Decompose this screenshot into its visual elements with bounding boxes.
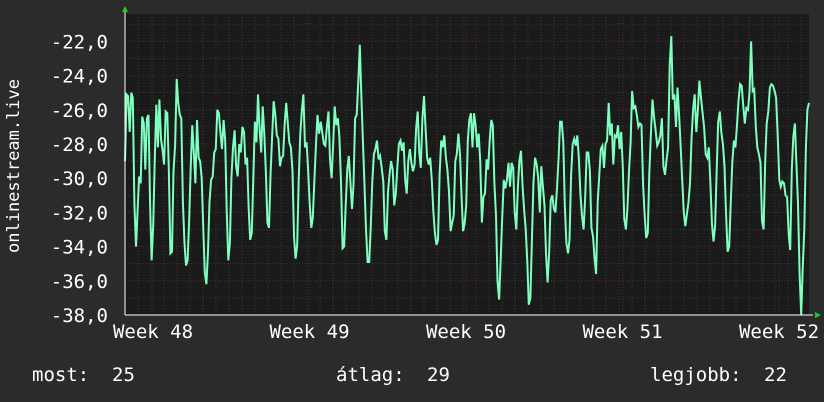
average-value: 29 [427,364,450,386]
y-axis-ticks: -22,0 -24,0 -26,0 -28,0 -30,0 -32,0 -34,0 -36,0… [51,31,108,327]
best-label: legjobb: [650,364,742,386]
y-tick-label: -28,0 [51,134,108,156]
y-tick-label: -34,0 [51,237,108,259]
y-tick-label: -24,0 [51,66,108,88]
series-line [124,36,810,316]
y-tick-label: -30,0 [51,168,108,190]
current-value: 25 [112,364,135,386]
x-tick-label: Week 52 [739,321,819,343]
y-axis-label: onlinestream.live [4,79,24,253]
best-value: 22 [764,364,787,386]
current-label: most: [32,364,89,386]
x-tick-label: Week 51 [582,321,662,343]
y-axis-arrow [122,6,128,12]
x-tick-label: Week 50 [426,321,506,343]
x-axis-ticks: Week 48 Week 49 Week 50 Week 51 Week 52 [113,321,819,343]
x-axis-arrow [815,312,821,318]
x-tick-label: Week 49 [269,321,349,343]
y-tick-label: -36,0 [51,271,108,293]
y-tick-label: -22,0 [51,31,108,53]
y-tick-label: -38,0 [51,305,108,327]
axes [122,6,821,318]
average-label: átlag: [336,364,405,386]
y-tick-label: -26,0 [51,100,108,122]
y-tick-label: -32,0 [51,202,108,224]
x-tick-label: Week 48 [113,321,193,343]
